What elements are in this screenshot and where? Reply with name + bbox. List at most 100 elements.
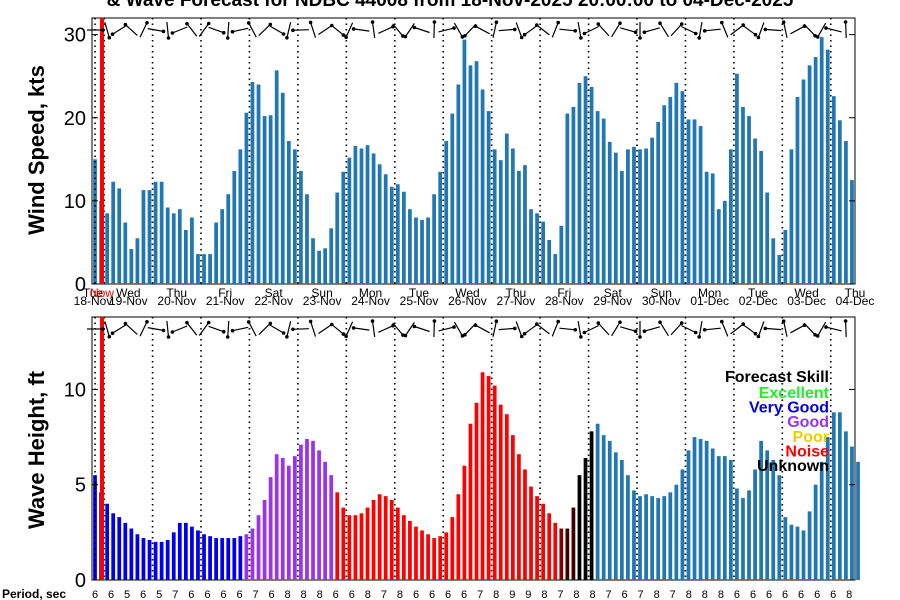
wind-bar [383, 174, 388, 284]
wave-direction-arrow-head [161, 328, 166, 333]
wave-bar [844, 431, 848, 580]
wind-bar [353, 146, 358, 284]
wind-direction-arrow-head [161, 29, 166, 34]
wave-direction-arrow-head [756, 334, 761, 339]
wind-direction-arrow [378, 26, 394, 34]
wave-bar [329, 475, 334, 580]
wind-direction-arrow [330, 24, 344, 36]
wave-direction-arrow-head [693, 330, 698, 335]
wave-direction-arrow-head [145, 320, 149, 324]
wave-direction-arrow-head [513, 326, 517, 331]
wave-direction-arrow-head [494, 319, 499, 324]
wave-direction-arrow-head [522, 331, 527, 336]
wave-direction-arrow [198, 322, 210, 336]
wave-bar [250, 528, 255, 580]
period-value: 6 [333, 589, 339, 600]
wind-direction-arrow [286, 22, 292, 38]
wave-direction-arrow-head [291, 327, 295, 332]
day-name-label: Tue [83, 286, 104, 300]
wave-direction-arrow [757, 321, 765, 337]
wave-direction-arrow [681, 324, 696, 334]
wind-bar [147, 190, 152, 284]
wind-direction-arrow [371, 22, 376, 38]
wind-direction-arrow-head [225, 36, 230, 40]
wave-bar [850, 446, 854, 580]
wave-bar [141, 538, 146, 580]
wind-bar [541, 221, 546, 284]
wind-bar [825, 49, 830, 285]
wave-direction-arrow [147, 327, 164, 331]
wave-bar [547, 513, 552, 580]
wave-bar [196, 530, 200, 580]
wave-bar [135, 534, 140, 580]
wave-bar [111, 513, 116, 580]
wave-direction-arrow [330, 323, 344, 335]
wave-bar [680, 469, 685, 580]
wind-direction-arrow-head [535, 23, 539, 27]
wind-direction-arrow [208, 26, 224, 34]
wind-direction-arrow [817, 22, 827, 38]
wave-direction-arrow [698, 320, 703, 338]
wave-bar [692, 437, 697, 580]
day-name-label: Wed [455, 286, 479, 300]
wind-bar [244, 112, 249, 284]
wave-bar [704, 440, 709, 580]
wind-bar [850, 180, 854, 284]
wind-direction-arrow [112, 25, 127, 35]
wave-bar [165, 539, 170, 580]
wind-bar [202, 254, 206, 284]
wave-bar [159, 541, 164, 580]
wind-direction-arrow-head [824, 26, 828, 30]
wind-direction-arrow-head [596, 22, 601, 26]
wave-bar [486, 376, 491, 580]
wind-bar [414, 217, 418, 284]
wind-bar [662, 105, 667, 284]
wave-direction-arrow-head [582, 330, 587, 335]
date-label: 27-Nov [497, 294, 536, 308]
wave-direction-arrow-head [824, 325, 828, 329]
wind-bar [377, 164, 382, 284]
wave-bar [559, 528, 564, 580]
wind-bar [783, 229, 788, 284]
wave-direction-arrow-head [843, 319, 848, 323]
wind-bar [359, 148, 364, 284]
date-label: 24-Nov [351, 294, 390, 308]
wind-direction-arrow [644, 27, 660, 33]
wind-bar [159, 181, 164, 284]
wave-direction-arrow [310, 321, 317, 337]
wave-direction-arrow [232, 326, 249, 332]
wind-direction-arrow-head [519, 35, 524, 40]
wave-direction-arrow [559, 327, 576, 331]
wind-direction-arrow-head [166, 36, 171, 40]
wave-direction-arrow [404, 322, 415, 336]
wave-direction-arrow-head [225, 335, 230, 339]
wave-bar [613, 452, 618, 580]
wave-direction-arrow-head [720, 319, 724, 324]
wind-direction-arrow [353, 28, 370, 32]
wave-direction-arrow-head [351, 326, 356, 330]
wave-bar [535, 496, 539, 580]
wind-bar [153, 181, 158, 284]
wave-bar [595, 423, 600, 580]
day-name-label: Wed [794, 286, 818, 300]
wave-bar [171, 532, 176, 580]
wind-bar [789, 149, 794, 284]
wind-bar [408, 209, 412, 284]
wave-bar [644, 494, 648, 580]
wave-direction-arrow [584, 324, 600, 334]
wind-direction-arrow [524, 24, 538, 36]
wind-direction-arrow [147, 28, 164, 32]
wind-bar [177, 209, 182, 284]
wind-bar [844, 141, 848, 284]
wave-bar [105, 503, 110, 580]
wave-direction-arrow [392, 322, 404, 336]
wind-direction-arrow [721, 22, 729, 38]
wind-bar [807, 65, 812, 284]
wind-bar [716, 209, 721, 284]
period-value: 6 [830, 589, 836, 600]
wave-bar [335, 492, 340, 580]
wave-direction-arrow-head [170, 330, 175, 334]
wave-direction-arrow-head [206, 320, 211, 325]
wave-bar [510, 435, 515, 580]
